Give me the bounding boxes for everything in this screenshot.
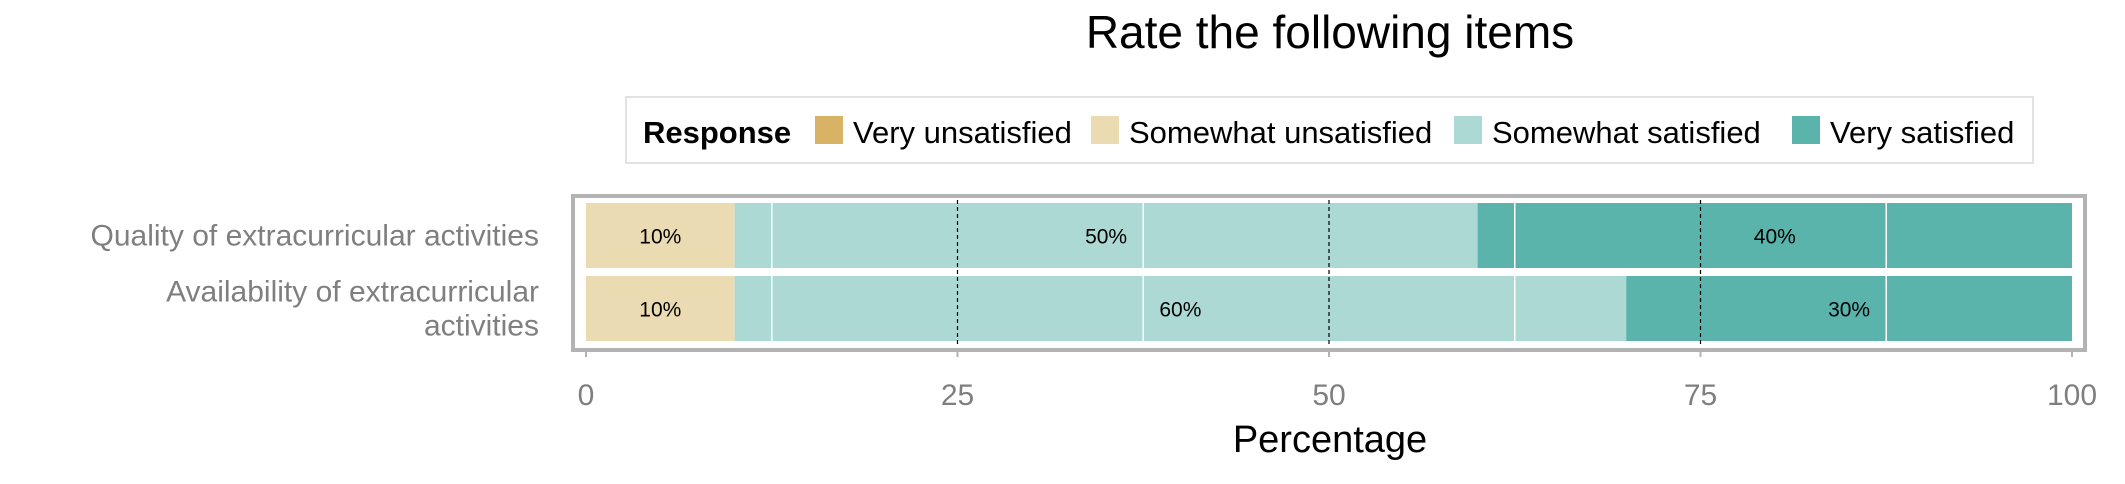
data-label-row1-series3: 50% [1085, 226, 1127, 249]
legend-key-4 [1792, 116, 1820, 144]
bar-segment-row1-series4 [1477, 203, 2072, 268]
data-label-row2-series4: 30% [1828, 299, 1870, 322]
category-label-2-line-2: activities [424, 310, 539, 343]
chart-title: Rate the following items [1086, 6, 1574, 58]
data-label-row2-series2: 10% [639, 299, 681, 322]
legend-label-4: Very satisfied [1830, 115, 2014, 150]
x-tick-label-3: 50 [1312, 379, 1345, 412]
legend-key-3 [1454, 116, 1482, 144]
bar-segment-row1-series2 [586, 203, 735, 268]
legend: Response Very unsatisfied Somewhat unsati… [625, 96, 2034, 164]
legend-label-1: Very unsatisfied [853, 115, 1072, 150]
data-label-row1-series4: 40% [1754, 226, 1796, 249]
category-label-2: Availability of extracurricular activitie… [166, 276, 539, 343]
x-tick-label-2: 25 [941, 379, 974, 412]
legend-label-2: Somewhat unsatisfied [1129, 115, 1432, 150]
axes-group: 0 25 50 75 100 Quality of extracurricular act… [91, 194, 2097, 412]
bar-segment-row2-series2 [586, 276, 735, 341]
category-label-1-line-1: Quality of extracurricular activities [91, 220, 539, 253]
bars-group: 10% 50% 40% 10% 60% 30% [586, 203, 2072, 341]
legend-label-3: Somewhat satisfied [1492, 115, 1761, 150]
category-label-2-line-1: Availability of extracurricular [166, 276, 539, 309]
x-tick-label-1: 0 [578, 379, 595, 412]
bar-segment-row1-series3 [734, 203, 1478, 268]
x-tick-label-4: 75 [1684, 379, 1717, 412]
x-tick-label-5: 100 [2047, 379, 2097, 412]
bar-segment-row2-series3 [734, 276, 1627, 341]
legend-key-1 [815, 116, 843, 144]
legend-key-2 [1091, 116, 1119, 144]
x-axis-title: Percentage [1233, 419, 1427, 461]
data-label-row1-series2: 10% [639, 226, 681, 249]
category-label-1: Quality of extracurricular activities [91, 220, 539, 253]
legend-title: Response [643, 115, 791, 150]
data-label-row2-series3: 60% [1159, 299, 1201, 322]
